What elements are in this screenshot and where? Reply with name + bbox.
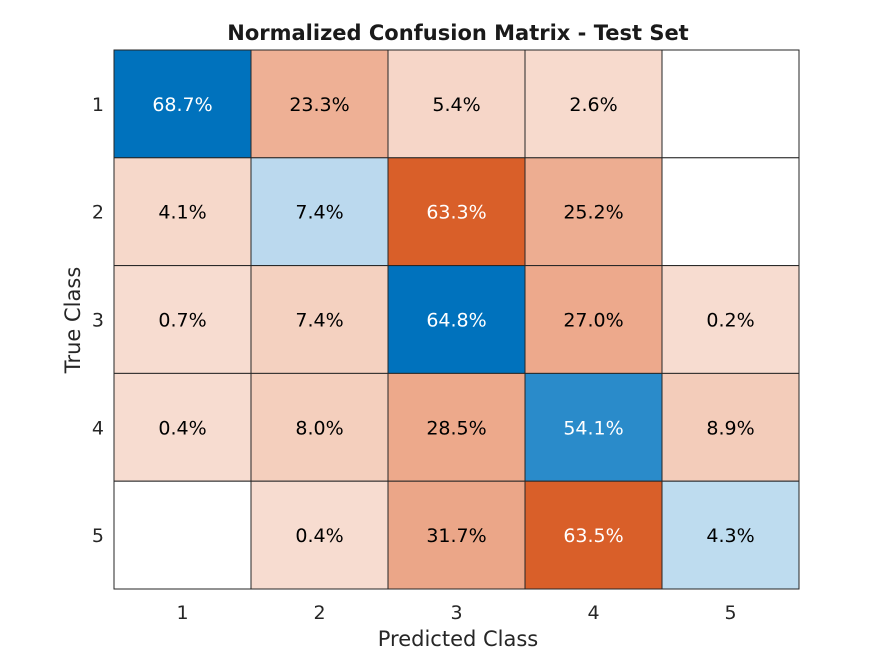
cell-label-r5-c4: 63.5% [563, 525, 623, 547]
y-axis-title: True Class [61, 267, 85, 375]
heatmap-cell-r5-c4 [524, 480, 663, 590]
heatmap-cell-r2-c4 [524, 157, 663, 267]
heatmap-cell-r5-c3 [387, 480, 526, 590]
x-axis-title: Predicted Class [378, 627, 539, 651]
cell-label-r2-c1: 4.1% [158, 202, 206, 224]
cell-label-r1-c1: 68.7% [152, 94, 212, 116]
heatmap-cell-r2-c2 [250, 157, 389, 267]
cell-label-r4-c4: 54.1% [563, 417, 623, 439]
heatmap-cell-r4-c5 [661, 372, 800, 482]
x-tick-label-3: 3 [450, 602, 462, 624]
chart-title: Normalized Confusion Matrix - Test Set [227, 21, 688, 45]
cell-label-r3-c2: 7.4% [295, 310, 343, 332]
x-tick-label-4: 4 [587, 602, 599, 624]
x-tick-label-2: 2 [313, 602, 325, 624]
cell-label-r1-c4: 2.6% [569, 94, 617, 116]
y-tick-label-1: 1 [92, 94, 104, 116]
heatmap-cells: 68.7% 23.3% 5.4% 2.6% 4.1% 7.4% 63.3% 25.2% 0.7%… [113, 49, 800, 590]
heatmap-cell-r1-c1 [113, 49, 252, 159]
heatmap-cell-r1-c2 [250, 49, 389, 159]
y-tick-labels: 1 2 3 4 5 [92, 94, 104, 547]
cell-label-r4-c3: 28.5% [426, 417, 486, 439]
heatmap-cell-r3-c2 [250, 265, 389, 374]
cell-label-r2-c4: 25.2% [563, 202, 623, 224]
y-tick-label-2: 2 [92, 202, 104, 224]
cell-label-r5-c2: 0.4% [295, 525, 343, 547]
cell-label-r3-c4: 27.0% [563, 310, 623, 332]
heatmap-cell-r1-c5 [661, 49, 800, 159]
cell-label-r3-c5: 0.2% [706, 310, 754, 332]
y-tick-label-3: 3 [92, 310, 104, 332]
heatmap-cell-r3-c5 [661, 265, 800, 374]
cell-label-r4-c2: 8.0% [295, 417, 343, 439]
heatmap-cell-r5-c1 [113, 480, 252, 590]
x-tick-label-5: 5 [724, 602, 736, 624]
heatmap-cell-r1-c4 [524, 49, 663, 159]
x-tick-label-1: 1 [176, 602, 188, 624]
heatmap-cell-r4-c2 [250, 372, 389, 482]
heatmap-cell-r4-c1 [113, 372, 252, 482]
heatmap-cell-r3-c4 [524, 265, 663, 374]
heatmap-cell-r4-c3 [387, 372, 526, 482]
plot-frame [113, 49, 800, 590]
y-tick-label-5: 5 [92, 525, 104, 547]
y-tick-label-4: 4 [92, 417, 104, 439]
cell-label-r4-c5: 8.9% [706, 417, 754, 439]
cell-label-r2-c3: 63.3% [426, 202, 486, 224]
cell-label-r3-c1: 0.7% [158, 310, 206, 332]
heatmap-cell-r2-c5 [661, 157, 800, 267]
heatmap-cell-r5-c5 [661, 480, 800, 590]
cell-label-r3-c3: 64.8% [426, 310, 486, 332]
cell-label-r1-c2: 23.3% [289, 94, 349, 116]
cell-label-r4-c1: 0.4% [158, 417, 206, 439]
heatmap-cell-r5-c2 [250, 480, 389, 590]
x-tick-labels: 1 2 3 4 5 [176, 602, 736, 624]
cell-label-r5-c5: 4.3% [706, 525, 754, 547]
cell-label-r5-c3: 31.7% [426, 525, 486, 547]
cell-label-r2-c2: 7.4% [295, 202, 343, 224]
heatmap-cell-r4-c4 [524, 372, 663, 482]
heatmap-cell-r2-c1 [113, 157, 252, 267]
cell-label-r1-c3: 5.4% [432, 94, 480, 116]
